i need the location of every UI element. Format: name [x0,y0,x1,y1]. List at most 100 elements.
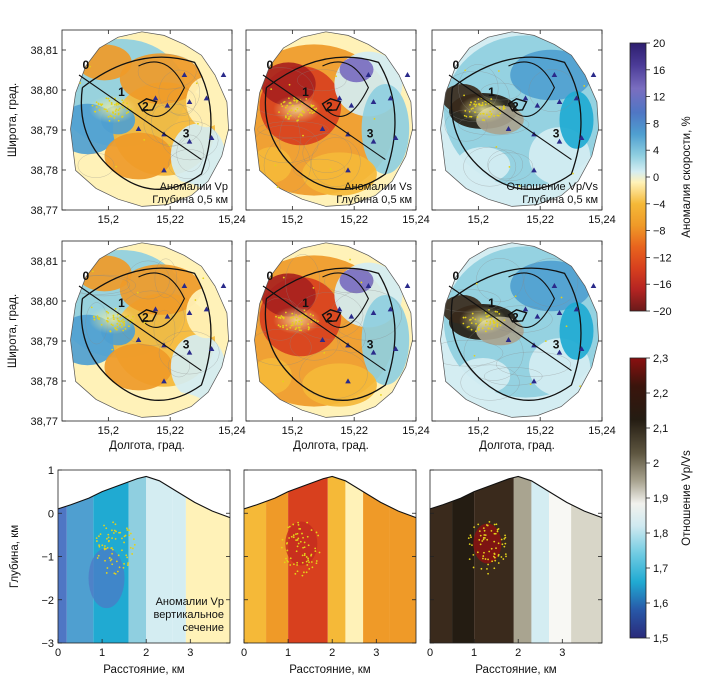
section-field-vs [244,476,416,643]
station-triangle [345,378,351,384]
profile-point-label: 1 [488,296,495,310]
section-panel-0: 0 1 2 3 1 0 −1 −2 −3 Расстояние, км Глубина, км Ано… [9,465,231,676]
distance-tick-label: 3 [187,647,193,659]
hypocenter-point [295,550,298,553]
hypocenter-point [310,529,313,531]
hypocenter-point [308,561,310,564]
section-band-2 [452,476,475,643]
hypocenter-point [488,314,490,317]
hypocenter-point [295,99,298,102]
hypocenter-point [469,534,472,537]
fossa-crater [137,309,158,323]
lon-tick-label: 15,2 [468,425,489,437]
hypocenter-point [292,316,294,319]
hypocenter-point [118,566,121,569]
colorbar-colorbar_velocity: 20 16 12 8 4 0 −4 −8 −12 −16 −20 Аномалия скорости,… [629,38,693,318]
contour-line [299,349,368,399]
hypocenter-point [302,134,304,137]
hypocenter-point [293,99,296,102]
hypocenter-point [486,568,488,570]
hypocenter-point [122,101,125,104]
y-axis-label: Широта, град. [7,83,19,157]
hypocenter-point [95,106,98,108]
hypocenter-point [103,524,105,527]
distance-tick-label: 2 [143,647,149,659]
colorbar-tick-label: −4 [653,199,666,211]
colorbar-tick-label: 2,1 [653,423,668,435]
lon-tick-label: 15,2 [98,425,119,437]
hypocenter-point [115,108,118,111]
hypocenter-point [274,164,277,167]
hypocenter-point [281,538,284,541]
hypocenter-point [116,328,118,331]
hypocenter-point [288,117,290,120]
hypocenter-point [128,529,131,532]
profile-point-label: 1 [118,85,125,99]
hypocenter-point [286,328,289,331]
hypocenter-point [112,314,115,317]
colorbar-tick-label: 16 [653,65,665,77]
hypocenter-point [112,316,115,319]
hypocenter-point [310,109,313,112]
colorbar-tick-label: 1,5 [653,633,668,645]
hypocenter-point [119,316,122,318]
hypocenter-point [473,103,476,106]
hypocenter-point [489,110,492,113]
hypocenter-point [114,113,117,115]
inner-crater-rim [138,61,186,117]
profile-point-label: 2 [142,100,149,114]
hypocenter-point [121,106,124,109]
contour-line [77,153,115,178]
contour-line [143,103,203,146]
station-triangle [392,346,399,351]
contour-line [150,100,190,147]
hypocenter-point [301,574,304,577]
hypocenter-point [90,306,93,309]
hypocenter-point [485,113,488,116]
anomaly-patch-4 [119,53,202,104]
station-triangle [220,283,227,288]
section-band-1 [58,476,67,643]
lat-tick-label: 38,79 [30,336,58,348]
hypocenter-point [298,329,301,332]
panel-frame [245,29,417,211]
hypocenter-point [305,556,308,558]
anomaly-patch-9 [186,76,227,128]
anomaly-field-ratio [440,242,599,418]
hypocenter-point [297,115,300,118]
hypocenter-point [107,311,110,314]
hypocenter-point [122,566,125,569]
colorbar-gradient [629,42,647,312]
hypocenter-point [283,100,286,103]
lat-tick-label: 38,78 [30,376,58,388]
hypocenter-point [123,541,125,544]
contour-line [168,149,210,180]
colorbar-tick-label: 8 [653,118,659,130]
hypocenter-point [544,340,547,343]
hypocenter-point [493,540,496,543]
station-triangle [505,337,512,342]
hypocenter-point [106,537,108,540]
section-band-5 [345,476,364,643]
hypocenter-point [303,554,306,557]
anomaly-patch-8 [455,358,511,394]
hypocenter-point [106,546,109,549]
anomaly-patch-8 [455,147,511,183]
hypocenter-point [292,324,294,326]
hypocenter-point [132,538,135,541]
station-triangle [164,102,171,108]
hypocenter-point [500,538,503,541]
hypocenter-point [126,102,128,105]
hypocenter-point [287,97,290,100]
station-triangle [348,102,355,108]
distance-tick-label: 0 [427,647,433,659]
station-triangle [208,135,215,140]
hypocenter-point [126,106,129,109]
hypocenter-point [498,107,501,109]
station-triangle [531,167,537,173]
hypocenter-point [484,330,487,333]
caldera-rim [80,267,212,401]
hypocenter-point [112,112,114,114]
colorbar-tick-label: 2,2 [653,388,668,400]
hypocenter-point [484,537,486,539]
